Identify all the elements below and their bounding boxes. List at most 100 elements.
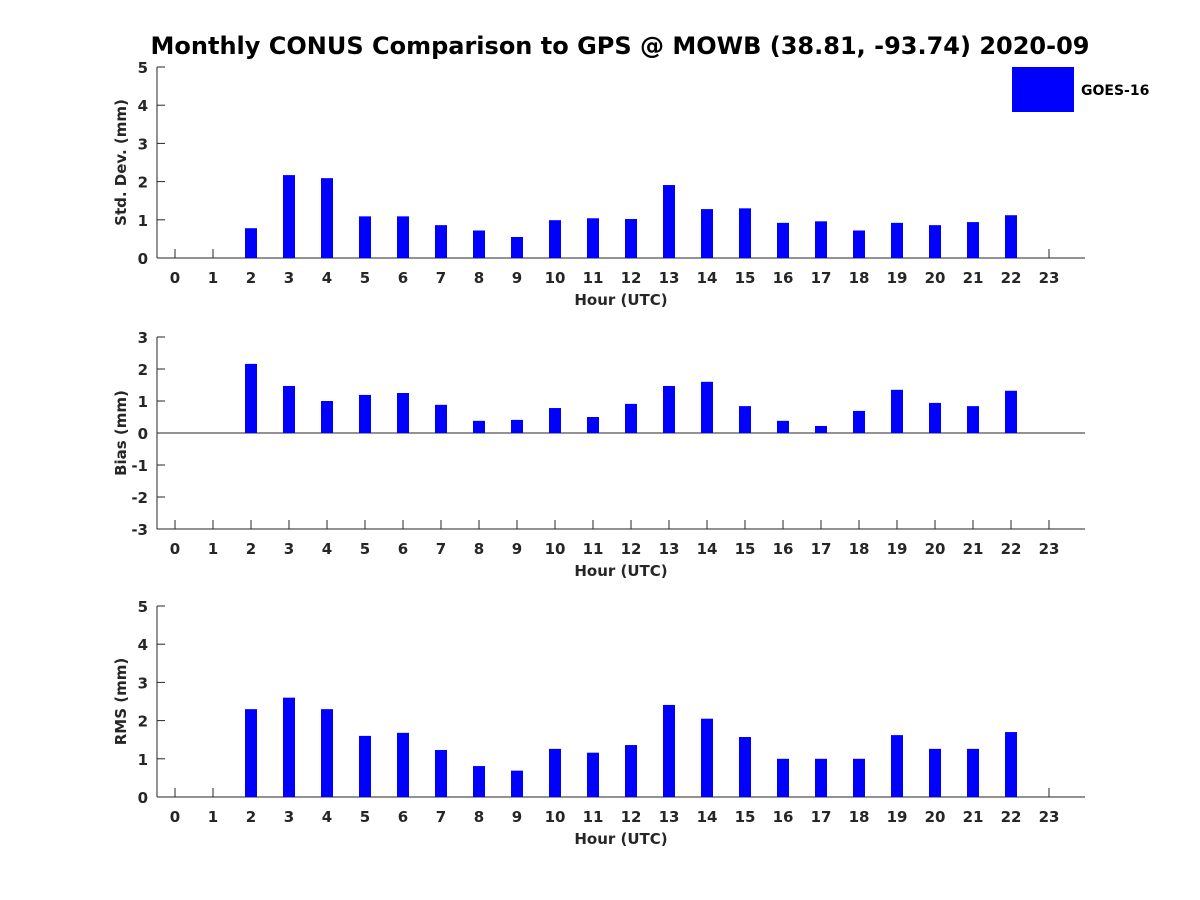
y-axis-label: RMS (mm) — [112, 658, 130, 745]
bar — [321, 178, 333, 258]
x-tick-label: 4 — [322, 808, 332, 826]
bar — [967, 222, 979, 258]
x-tick-label: 4 — [322, 269, 332, 287]
y-tick-label: -2 — [131, 489, 148, 507]
x-tick-label: 1 — [208, 269, 218, 287]
bar — [587, 752, 599, 797]
x-tick-label: 5 — [360, 808, 370, 826]
x-tick-label: 8 — [474, 540, 484, 558]
x-tick-label: 3 — [284, 808, 294, 826]
x-tick-label: 2 — [246, 808, 256, 826]
x-tick-label: 20 — [925, 269, 946, 287]
x-tick-label: 23 — [1039, 269, 1060, 287]
y-tick-label: 3 — [138, 674, 148, 692]
x-tick-label: 13 — [659, 269, 680, 287]
x-tick-label: 20 — [925, 808, 946, 826]
bar — [397, 732, 409, 797]
bar — [625, 219, 637, 258]
x-tick-label: 16 — [773, 269, 794, 287]
x-tick-label: 22 — [1001, 540, 1022, 558]
x-tick-label: 11 — [583, 269, 604, 287]
x-tick-label: 11 — [583, 540, 604, 558]
bar — [511, 770, 523, 797]
x-tick-label: 12 — [621, 269, 642, 287]
bar — [283, 175, 295, 258]
x-tick-label: 12 — [621, 808, 642, 826]
legend-label: GOES-16 — [1081, 83, 1149, 99]
x-tick-label: 22 — [1001, 808, 1022, 826]
x-tick-label: 6 — [398, 540, 408, 558]
x-tick-label: 14 — [697, 808, 718, 826]
x-tick-label: 8 — [474, 269, 484, 287]
bar — [891, 222, 903, 258]
x-tick-label: 13 — [659, 808, 680, 826]
bar — [549, 220, 561, 258]
bar — [815, 221, 827, 258]
x-tick-label: 19 — [887, 269, 908, 287]
x-tick-label: 10 — [545, 269, 566, 287]
bar — [853, 410, 865, 433]
y-tick-label: 1 — [138, 212, 148, 230]
bar — [739, 406, 751, 433]
bar — [473, 230, 485, 258]
bar — [701, 381, 713, 433]
bar — [701, 718, 713, 797]
x-tick-label: 18 — [849, 269, 870, 287]
y-tick-label: 2 — [138, 174, 148, 192]
x-tick-label: 12 — [621, 540, 642, 558]
x-tick-label: 15 — [735, 540, 756, 558]
bar — [321, 401, 333, 433]
y-tick-label: 1 — [138, 393, 148, 411]
x-tick-label: 15 — [735, 808, 756, 826]
y-tick-label: 3 — [138, 329, 148, 347]
x-tick-label: 21 — [963, 269, 984, 287]
x-axis-label: Hour (UTC) — [574, 562, 667, 580]
x-tick-label: 7 — [436, 269, 446, 287]
y-tick-label: 5 — [138, 598, 148, 616]
y-tick-label: -1 — [131, 457, 148, 475]
bar — [625, 403, 637, 433]
bar — [663, 704, 675, 797]
x-tick-label: 19 — [887, 808, 908, 826]
x-tick-label: 0 — [170, 269, 180, 287]
x-tick-label: 23 — [1039, 808, 1060, 826]
bar — [245, 709, 257, 797]
bar — [397, 216, 409, 258]
bar — [891, 389, 903, 433]
x-tick-label: 10 — [545, 540, 566, 558]
x-tick-label: 18 — [849, 808, 870, 826]
x-tick-label: 20 — [925, 540, 946, 558]
x-tick-label: 17 — [811, 540, 832, 558]
y-tick-label: 0 — [138, 250, 148, 268]
bar — [777, 758, 789, 797]
x-axis-label: Hour (UTC) — [574, 830, 667, 848]
y-tick-label: 0 — [138, 789, 148, 807]
bar — [283, 385, 295, 433]
x-tick-label: 17 — [811, 808, 832, 826]
bar — [1005, 390, 1017, 433]
x-tick-label: 17 — [811, 269, 832, 287]
bar — [739, 208, 751, 258]
x-tick-label: 9 — [512, 540, 522, 558]
x-tick-label: 6 — [398, 808, 408, 826]
x-tick-label: 5 — [360, 269, 370, 287]
bar — [511, 236, 523, 258]
y-tick-label: 1 — [138, 751, 148, 769]
bar — [663, 185, 675, 258]
x-tick-label: 0 — [170, 540, 180, 558]
y-tick-label: -3 — [131, 521, 148, 539]
bar — [929, 402, 941, 433]
x-tick-label: 0 — [170, 808, 180, 826]
bar — [853, 230, 865, 258]
bar — [359, 394, 371, 433]
x-tick-label: 23 — [1039, 540, 1060, 558]
x-tick-label: 4 — [322, 540, 332, 558]
bar — [1005, 215, 1017, 258]
x-tick-label: 21 — [963, 540, 984, 558]
x-tick-label: 22 — [1001, 269, 1022, 287]
bar — [739, 737, 751, 797]
bar — [245, 363, 257, 433]
